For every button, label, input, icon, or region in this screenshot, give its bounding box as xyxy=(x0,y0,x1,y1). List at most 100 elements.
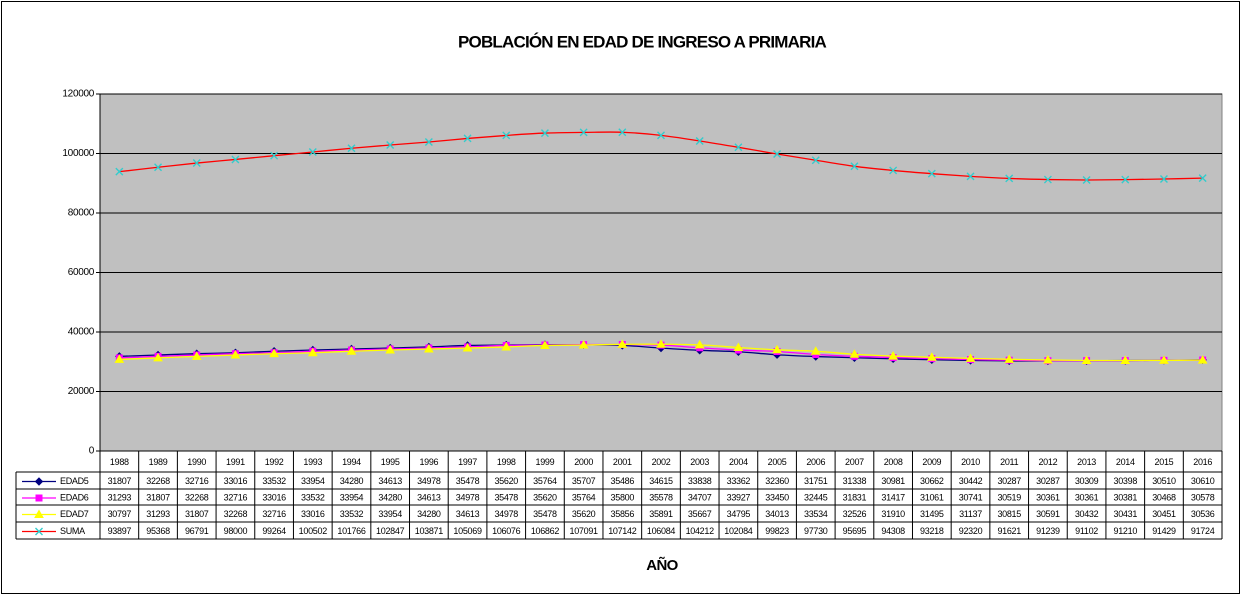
marker xyxy=(230,349,241,359)
table-value: 34978 xyxy=(494,509,518,519)
table-value: 107091 xyxy=(570,526,599,536)
table-value: 33016 xyxy=(224,476,248,486)
table-value: 35578 xyxy=(649,492,673,502)
marker xyxy=(154,163,163,172)
table-value: 33954 xyxy=(301,476,325,486)
x-tick-label: 1999 xyxy=(536,457,555,467)
table-value: 91210 xyxy=(1114,526,1138,536)
marker xyxy=(424,137,433,146)
table-value: 31831 xyxy=(843,492,867,502)
legend-label: EDAD6 xyxy=(60,492,89,502)
table-value: 30519 xyxy=(997,492,1021,502)
x-tick-label: 2000 xyxy=(574,457,593,467)
x-tick-label: 2006 xyxy=(806,457,825,467)
marker xyxy=(579,128,588,137)
marker xyxy=(501,341,512,351)
marker xyxy=(34,477,44,486)
table-value: 30468 xyxy=(1152,492,1176,502)
table-value: 31910 xyxy=(881,509,905,519)
marker xyxy=(1005,174,1014,183)
table-value: 34978 xyxy=(417,476,441,486)
table-value: 102084 xyxy=(724,526,753,536)
table-value: 31417 xyxy=(881,492,905,502)
table-value: 31137 xyxy=(959,509,982,519)
legend-key-marker xyxy=(34,509,44,518)
table-value: 30309 xyxy=(1075,476,1099,486)
table-value: 31293 xyxy=(108,492,132,502)
marker xyxy=(463,134,472,143)
marker xyxy=(34,509,44,518)
table-value: 30381 xyxy=(1114,492,1138,502)
x-tick-label: 1997 xyxy=(458,457,477,467)
table-value: 33954 xyxy=(340,492,364,502)
marker xyxy=(849,349,860,358)
marker xyxy=(1043,175,1052,184)
marker xyxy=(772,344,782,354)
table-value: 30398 xyxy=(1114,476,1138,486)
marker xyxy=(386,141,395,150)
marker xyxy=(965,353,976,362)
marker xyxy=(888,351,898,360)
table-value: 31495 xyxy=(920,509,944,519)
marker xyxy=(1159,175,1168,183)
y-tick-label: 100000 xyxy=(62,148,94,159)
table-value: 33450 xyxy=(765,492,789,502)
table-value: 31807 xyxy=(185,509,209,519)
table-value: 93218 xyxy=(920,526,944,536)
table-value: 35478 xyxy=(456,476,480,486)
table-value: 99264 xyxy=(262,526,286,536)
marker xyxy=(1081,355,1092,364)
table-value: 103871 xyxy=(415,526,444,536)
marker xyxy=(1198,174,1207,183)
table-value: 33362 xyxy=(727,476,751,486)
x-tick-label: 1993 xyxy=(303,457,322,467)
marker xyxy=(114,354,125,363)
table-value: 91429 xyxy=(1152,526,1176,536)
series-markers xyxy=(114,339,1208,364)
marker xyxy=(1082,175,1091,184)
table-value: 35764 xyxy=(572,492,596,502)
table-value: 33838 xyxy=(688,476,712,486)
marker xyxy=(191,351,202,360)
x-tick-label: 2002 xyxy=(652,457,671,467)
table-value: 31293 xyxy=(146,509,170,519)
marker xyxy=(347,144,356,153)
marker xyxy=(502,131,511,140)
table-value: 34280 xyxy=(378,492,402,502)
x-tick-label: 1995 xyxy=(381,457,400,467)
table-value: 35856 xyxy=(611,509,635,519)
table-value: 30361 xyxy=(1075,492,1099,502)
table-value: 30442 xyxy=(959,476,983,486)
table-value: 35620 xyxy=(533,492,557,502)
marker xyxy=(927,169,936,178)
table-value: 30536 xyxy=(1191,509,1215,519)
x-tick-label: 2012 xyxy=(1038,457,1057,467)
table-value: 30510 xyxy=(1152,476,1176,486)
table-value: 96791 xyxy=(185,526,209,536)
table-value: 100502 xyxy=(299,526,328,536)
table-value: 34978 xyxy=(456,492,480,502)
marker xyxy=(35,527,43,536)
table-value: 31338 xyxy=(843,476,867,486)
y-tick-label: 80000 xyxy=(68,208,95,219)
table-value: 35620 xyxy=(494,476,518,486)
marker xyxy=(424,344,434,353)
table-value: 92320 xyxy=(959,526,983,536)
marker xyxy=(734,143,743,152)
table-value: 95695 xyxy=(843,526,867,536)
x-tick-label: 2001 xyxy=(613,457,632,467)
table-value: 31061 xyxy=(920,492,944,502)
table-value: 35478 xyxy=(494,492,518,502)
x-tick-label: 2010 xyxy=(961,457,980,467)
y-tick-label: 120000 xyxy=(62,89,94,100)
table-value: 33954 xyxy=(378,509,402,519)
x-tick-label: 2013 xyxy=(1077,457,1096,467)
table-value: 95368 xyxy=(146,526,170,536)
table-value: 106076 xyxy=(492,526,521,536)
marker xyxy=(35,494,43,502)
marker xyxy=(733,342,744,351)
table-value: 35707 xyxy=(572,476,596,486)
table-value: 91621 xyxy=(997,526,1021,536)
table-value: 99823 xyxy=(765,526,789,536)
marker xyxy=(966,172,975,181)
